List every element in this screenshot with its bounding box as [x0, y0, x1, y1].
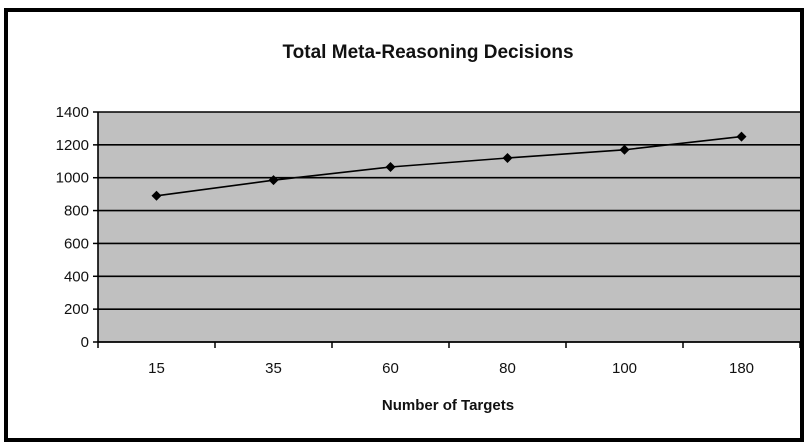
- x-tick-label: 180: [729, 360, 754, 377]
- gridlines: [98, 111, 800, 343]
- chart-title: Total Meta-Reasoning Decisions: [282, 42, 573, 63]
- chart-frame: Total Meta-Reasoning Decisions 0 200 400 60…: [4, 8, 804, 442]
- series-layer: [151, 131, 747, 201]
- data-point-marker: [151, 190, 162, 201]
- x-tick-label: 80: [499, 360, 516, 377]
- x-tick-label: 100: [612, 360, 637, 377]
- plot-area: [98, 112, 800, 342]
- y-axis-tick-labels: 0 200 400 600 800 1000 1200 1400: [56, 104, 89, 351]
- x-axis-title: Number of Targets: [382, 397, 514, 414]
- y-tick-label: 800: [64, 203, 89, 220]
- x-axis-tick-labels: 15 35 60 80 100 180: [148, 360, 754, 377]
- line-chart: Total Meta-Reasoning Decisions 0 200 400 60…: [56, 42, 801, 414]
- y-tick-label: 200: [64, 301, 89, 318]
- data-point-marker: [385, 162, 396, 173]
- x-tick-label: 35: [265, 360, 282, 377]
- series-line: [156, 135, 742, 197]
- y-tick-label: 1000: [56, 170, 89, 187]
- x-tick-label: 60: [382, 360, 399, 377]
- y-tick-label: 0: [81, 334, 89, 351]
- x-tick-label: 15: [148, 360, 165, 377]
- y-tick-label: 600: [64, 235, 89, 252]
- data-point-marker: [619, 144, 630, 155]
- data-point-marker: [736, 131, 747, 142]
- data-point-marker: [502, 153, 513, 163]
- y-tick-label: 1200: [56, 137, 89, 154]
- data-point-marker: [268, 175, 279, 186]
- y-tick-label: 1400: [56, 104, 89, 121]
- y-tick-label: 400: [64, 268, 89, 285]
- axes: [93, 111, 801, 348]
